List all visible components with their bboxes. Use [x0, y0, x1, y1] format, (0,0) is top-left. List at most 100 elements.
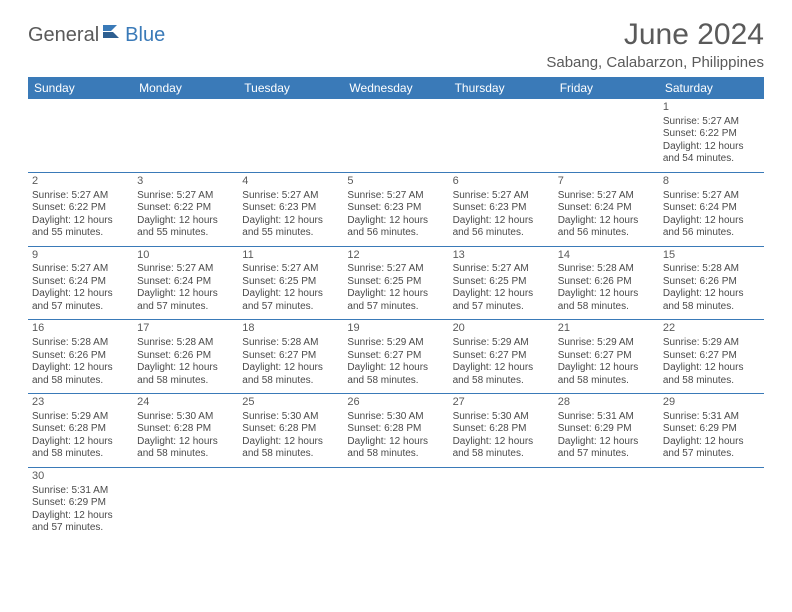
- day-number: 13: [453, 249, 550, 263]
- sunrise-text: Sunrise: 5:31 AM: [32, 485, 129, 498]
- calendar-day-cell: 7Sunrise: 5:27 AMSunset: 6:24 PMDaylight…: [554, 172, 659, 246]
- sunrise-text: Sunrise: 5:27 AM: [663, 190, 760, 203]
- logo-text-blue: Blue: [125, 24, 165, 47]
- sunrise-text: Sunrise: 5:27 AM: [663, 116, 760, 129]
- calendar-day-cell: [238, 99, 343, 172]
- sunrise-text: Sunrise: 5:29 AM: [558, 337, 655, 350]
- daylight-text: Daylight: 12 hours: [453, 288, 550, 301]
- calendar-week-row: 23Sunrise: 5:29 AMSunset: 6:28 PMDayligh…: [28, 394, 764, 468]
- sunset-text: Sunset: 6:24 PM: [558, 202, 655, 215]
- calendar-day-cell: 15Sunrise: 5:28 AMSunset: 6:26 PMDayligh…: [659, 246, 764, 320]
- daylight-text: and 57 minutes.: [32, 522, 129, 535]
- flag-icon: [103, 25, 123, 46]
- calendar-week-row: 1Sunrise: 5:27 AMSunset: 6:22 PMDaylight…: [28, 99, 764, 172]
- sunset-text: Sunset: 6:24 PM: [32, 276, 129, 289]
- day-number: 10: [137, 249, 234, 263]
- calendar-day-cell: [343, 99, 448, 172]
- day-number: 22: [663, 322, 760, 336]
- calendar-header-row: Sunday Monday Tuesday Wednesday Thursday…: [28, 77, 764, 99]
- sunset-text: Sunset: 6:23 PM: [242, 202, 339, 215]
- calendar-day-cell: 10Sunrise: 5:27 AMSunset: 6:24 PMDayligh…: [133, 246, 238, 320]
- sunset-text: Sunset: 6:28 PM: [453, 423, 550, 436]
- daylight-text: Daylight: 12 hours: [242, 436, 339, 449]
- sunrise-text: Sunrise: 5:28 AM: [663, 263, 760, 276]
- sunrise-text: Sunrise: 5:27 AM: [137, 190, 234, 203]
- sunset-text: Sunset: 6:26 PM: [137, 350, 234, 363]
- calendar-week-row: 16Sunrise: 5:28 AMSunset: 6:26 PMDayligh…: [28, 320, 764, 394]
- calendar-day-cell: 29Sunrise: 5:31 AMSunset: 6:29 PMDayligh…: [659, 394, 764, 468]
- sunset-text: Sunset: 6:26 PM: [663, 276, 760, 289]
- calendar-day-cell: 24Sunrise: 5:30 AMSunset: 6:28 PMDayligh…: [133, 394, 238, 468]
- calendar-day-cell: [238, 467, 343, 540]
- day-number: 6: [453, 175, 550, 189]
- daylight-text: and 58 minutes.: [32, 375, 129, 388]
- title-block: June 2024 Sabang, Calabarzon, Philippine…: [546, 18, 764, 71]
- weekday-header: Friday: [554, 77, 659, 99]
- sunset-text: Sunset: 6:24 PM: [663, 202, 760, 215]
- sunset-text: Sunset: 6:25 PM: [453, 276, 550, 289]
- daylight-text: and 58 minutes.: [453, 375, 550, 388]
- page-header: General Blue June 2024 Sabang, Calabarzo…: [28, 18, 764, 71]
- sunrise-text: Sunrise: 5:27 AM: [347, 263, 444, 276]
- day-number: 14: [558, 249, 655, 263]
- sunrise-text: Sunrise: 5:27 AM: [242, 263, 339, 276]
- daylight-text: and 57 minutes.: [453, 301, 550, 314]
- daylight-text: and 56 minutes.: [347, 227, 444, 240]
- calendar-day-cell: 2Sunrise: 5:27 AMSunset: 6:22 PMDaylight…: [28, 172, 133, 246]
- sunset-text: Sunset: 6:29 PM: [663, 423, 760, 436]
- sunrise-text: Sunrise: 5:27 AM: [242, 190, 339, 203]
- sunset-text: Sunset: 6:28 PM: [347, 423, 444, 436]
- day-number: 24: [137, 396, 234, 410]
- day-number: 30: [32, 470, 129, 484]
- day-number: 27: [453, 396, 550, 410]
- daylight-text: and 58 minutes.: [663, 301, 760, 314]
- daylight-text: Daylight: 12 hours: [453, 436, 550, 449]
- daylight-text: Daylight: 12 hours: [663, 215, 760, 228]
- day-number: 4: [242, 175, 339, 189]
- calendar-day-cell: 11Sunrise: 5:27 AMSunset: 6:25 PMDayligh…: [238, 246, 343, 320]
- sunset-text: Sunset: 6:27 PM: [347, 350, 444, 363]
- sunrise-text: Sunrise: 5:31 AM: [663, 411, 760, 424]
- calendar-day-cell: 23Sunrise: 5:29 AMSunset: 6:28 PMDayligh…: [28, 394, 133, 468]
- sunset-text: Sunset: 6:29 PM: [558, 423, 655, 436]
- sunrise-text: Sunrise: 5:29 AM: [453, 337, 550, 350]
- calendar-day-cell: [449, 99, 554, 172]
- sunset-text: Sunset: 6:23 PM: [453, 202, 550, 215]
- day-number: 23: [32, 396, 129, 410]
- sunrise-text: Sunrise: 5:27 AM: [32, 190, 129, 203]
- daylight-text: and 55 minutes.: [32, 227, 129, 240]
- calendar-day-cell: 16Sunrise: 5:28 AMSunset: 6:26 PMDayligh…: [28, 320, 133, 394]
- daylight-text: and 58 minutes.: [663, 375, 760, 388]
- daylight-text: and 58 minutes.: [137, 375, 234, 388]
- calendar-day-cell: 18Sunrise: 5:28 AMSunset: 6:27 PMDayligh…: [238, 320, 343, 394]
- daylight-text: Daylight: 12 hours: [347, 362, 444, 375]
- sunrise-text: Sunrise: 5:30 AM: [453, 411, 550, 424]
- sunrise-text: Sunrise: 5:27 AM: [347, 190, 444, 203]
- location-subtitle: Sabang, Calabarzon, Philippines: [546, 54, 764, 71]
- day-number: 1: [663, 101, 760, 115]
- sunset-text: Sunset: 6:27 PM: [663, 350, 760, 363]
- calendar-week-row: 9Sunrise: 5:27 AMSunset: 6:24 PMDaylight…: [28, 246, 764, 320]
- calendar-day-cell: [133, 467, 238, 540]
- sunset-text: Sunset: 6:25 PM: [242, 276, 339, 289]
- sunset-text: Sunset: 6:22 PM: [137, 202, 234, 215]
- daylight-text: and 58 minutes.: [347, 375, 444, 388]
- daylight-text: Daylight: 12 hours: [558, 362, 655, 375]
- sunrise-text: Sunrise: 5:27 AM: [137, 263, 234, 276]
- day-number: 19: [347, 322, 444, 336]
- calendar-week-row: 2Sunrise: 5:27 AMSunset: 6:22 PMDaylight…: [28, 172, 764, 246]
- sunset-text: Sunset: 6:24 PM: [137, 276, 234, 289]
- sunrise-text: Sunrise: 5:27 AM: [453, 263, 550, 276]
- calendar-week-row: 30Sunrise: 5:31 AMSunset: 6:29 PMDayligh…: [28, 467, 764, 540]
- day-number: 16: [32, 322, 129, 336]
- daylight-text: Daylight: 12 hours: [32, 362, 129, 375]
- day-number: 20: [453, 322, 550, 336]
- calendar-day-cell: [554, 467, 659, 540]
- sunset-text: Sunset: 6:22 PM: [663, 128, 760, 141]
- day-number: 8: [663, 175, 760, 189]
- calendar-body: 1Sunrise: 5:27 AMSunset: 6:22 PMDaylight…: [28, 99, 764, 541]
- sunset-text: Sunset: 6:22 PM: [32, 202, 129, 215]
- calendar-day-cell: 4Sunrise: 5:27 AMSunset: 6:23 PMDaylight…: [238, 172, 343, 246]
- calendar-day-cell: 22Sunrise: 5:29 AMSunset: 6:27 PMDayligh…: [659, 320, 764, 394]
- daylight-text: Daylight: 12 hours: [558, 215, 655, 228]
